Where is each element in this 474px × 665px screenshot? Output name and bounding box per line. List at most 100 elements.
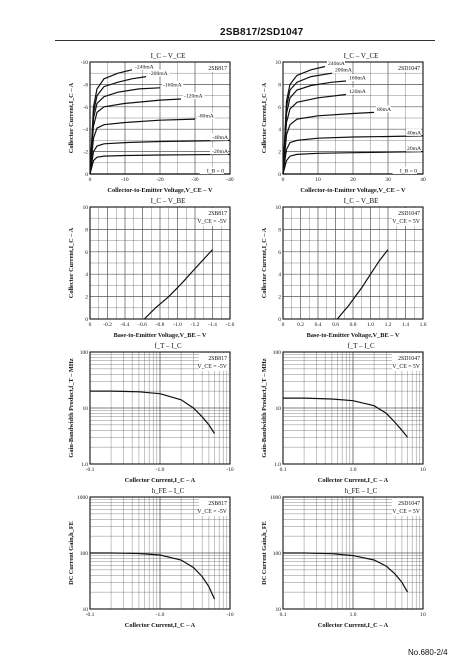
device-tag-bg <box>199 353 229 371</box>
series-label: -20mA <box>212 149 228 155</box>
x-tick-label: 0.6 <box>332 322 339 328</box>
series-label-bg <box>392 167 417 174</box>
condition-label: V_CE = 5V <box>392 364 421 370</box>
series-label: -160mA <box>163 82 182 88</box>
y-tick-label: -6 <box>83 105 88 111</box>
condition-label: V_CE = -5V <box>197 364 227 370</box>
x-tick-label: -1.6 <box>226 322 235 328</box>
chart-ft-ic-2sb817: -0.1 -1.0 -10 1.0 10 100 f_T – I_C 2SB817 V_CE =… <box>68 342 234 484</box>
series-label-bg <box>348 74 366 82</box>
x-tick-label: 0.8 <box>350 322 357 328</box>
series-label: 240mA <box>328 61 345 67</box>
series-label-bg <box>406 144 421 152</box>
x-tick-label: 0.2 <box>297 322 304 328</box>
x-axis-title: Collector-to-Emitter Voltage,V_CE – V <box>300 187 406 194</box>
y-tick-label: 10 <box>83 607 89 613</box>
x-tick-label: 0 <box>282 177 285 183</box>
device-label: 2SB817 <box>208 66 227 72</box>
y-tick-label: 100 <box>80 350 89 356</box>
plot-frame <box>89 351 231 465</box>
series-line <box>282 151 424 175</box>
x-tick-label: -10 <box>121 177 129 183</box>
panel-title: I_C – V_BE <box>344 197 379 205</box>
chart-hfe-ic-2sd1047: 0.1 1.0 10 10 100 1000 h_FE – I_C 2SD1047 V_CE =… <box>261 487 426 629</box>
panel-title: f_T – I_C <box>154 342 182 350</box>
series-label: 40mA <box>407 130 421 136</box>
y-tick-label: 6 <box>85 250 88 256</box>
device-tag-bg <box>199 63 229 72</box>
x-axis-title: Collector Current,I_C – A <box>125 477 196 484</box>
series-line <box>89 76 147 175</box>
condition-label: V_CE = 5V <box>392 219 421 225</box>
series-line <box>89 87 161 175</box>
x-tick-label: 40 <box>420 177 426 183</box>
y-tick-label: 4 <box>85 272 88 278</box>
panel-title: I_C – V_CE <box>151 52 186 60</box>
panel-title: I_C – V_BE <box>151 197 186 205</box>
page-number: No.680-2/4 <box>408 648 448 657</box>
y-axis-title: Collector Current,I_C – A <box>68 82 75 153</box>
panel-title: I_C – V_CE <box>344 52 379 60</box>
x-tick-label: -40 <box>226 177 234 183</box>
y-tick-label: 10 <box>276 60 282 66</box>
y-tick-label: 1.0 <box>274 462 281 468</box>
x-tick-label: -1.2 <box>191 322 200 328</box>
device-label: 2SD1047 <box>398 501 420 507</box>
y-tick-label: 100 <box>273 350 282 356</box>
x-axis-title: Collector Current,I_C – A <box>318 622 389 629</box>
series-label-bg <box>376 105 391 113</box>
plot-frame <box>89 206 231 320</box>
y-tick-label: 10 <box>276 406 282 412</box>
chart-ic-vbe-2sd1047: 0 0.2 0.4 0.6 0.8 1.0 1.2 1.4 1.6 0 2 4 6 8 10 I_C – V_… <box>261 197 427 339</box>
series-label-bg <box>199 167 224 174</box>
y-tick-label: 8 <box>278 227 281 233</box>
device-tag-bg <box>392 63 422 72</box>
x-axis-title: Collector-to-Emitter Voltage,V_CE – V <box>107 187 213 194</box>
x-tick-label: 0.1 <box>280 467 287 473</box>
x-tick-label: -30 <box>191 177 199 183</box>
y-tick-label: 10 <box>83 205 89 211</box>
series-label: 160mA <box>349 76 366 82</box>
device-tag-bg <box>392 498 422 516</box>
device-label: 2SD1047 <box>398 356 420 362</box>
y-tick-label: 2 <box>278 150 281 156</box>
y-tick-label: 10 <box>276 607 282 613</box>
x-tick-label: 0.1 <box>280 612 287 618</box>
x-tick-label: 30 <box>385 177 391 183</box>
y-tick-label: -8 <box>83 82 88 88</box>
x-tick-label: -0.2 <box>103 322 112 328</box>
series-label-bg <box>327 59 345 67</box>
device-label: 2SD1047 <box>398 66 420 72</box>
x-tick-label: -10 <box>226 467 234 473</box>
device-label: 2SB817 <box>208 501 227 507</box>
series-label: -200mA <box>149 71 168 77</box>
x-axis-title: Collector Current,I_C – A <box>125 622 196 629</box>
series-line <box>282 135 424 175</box>
device-tag-bg <box>199 498 229 516</box>
y-tick-label: -10 <box>81 60 89 66</box>
y-axis-title: Gain-Bandwidth Product,f_T – MHz <box>261 358 268 457</box>
series-line <box>89 153 231 175</box>
series-label: -120mA <box>184 93 203 99</box>
series-label: 20mA <box>407 146 421 152</box>
series-line <box>283 397 408 438</box>
y-axis-title: DC Current Gain,h_FE <box>261 521 268 585</box>
device-tag-bg <box>392 208 422 226</box>
x-axis-title: Collector Current,I_C – A <box>318 477 389 484</box>
y-tick-label: 8 <box>85 227 88 233</box>
x-tick-label: 10 <box>420 467 426 473</box>
x-tick-label: -1.0 <box>156 612 165 618</box>
series-label: 200mA <box>335 68 352 74</box>
grid <box>89 61 231 175</box>
series-line <box>282 111 375 175</box>
series-line <box>282 80 347 175</box>
chart-ic-vce-2sb817: 0 -10 -20 -30 -40 0 -2 -4 -6 -8 -10 I_C – V_CE 2SB81… <box>68 52 234 194</box>
x-tick-label: 1.0 <box>350 612 357 618</box>
y-tick-label: -4 <box>83 127 88 133</box>
series-line <box>143 249 213 320</box>
series-label: I_B = 0 <box>207 169 224 175</box>
series-label-bg <box>197 112 215 120</box>
y-tick-label: 1000 <box>270 495 281 501</box>
plot-frame <box>282 351 424 465</box>
series-label-bg <box>210 133 228 141</box>
